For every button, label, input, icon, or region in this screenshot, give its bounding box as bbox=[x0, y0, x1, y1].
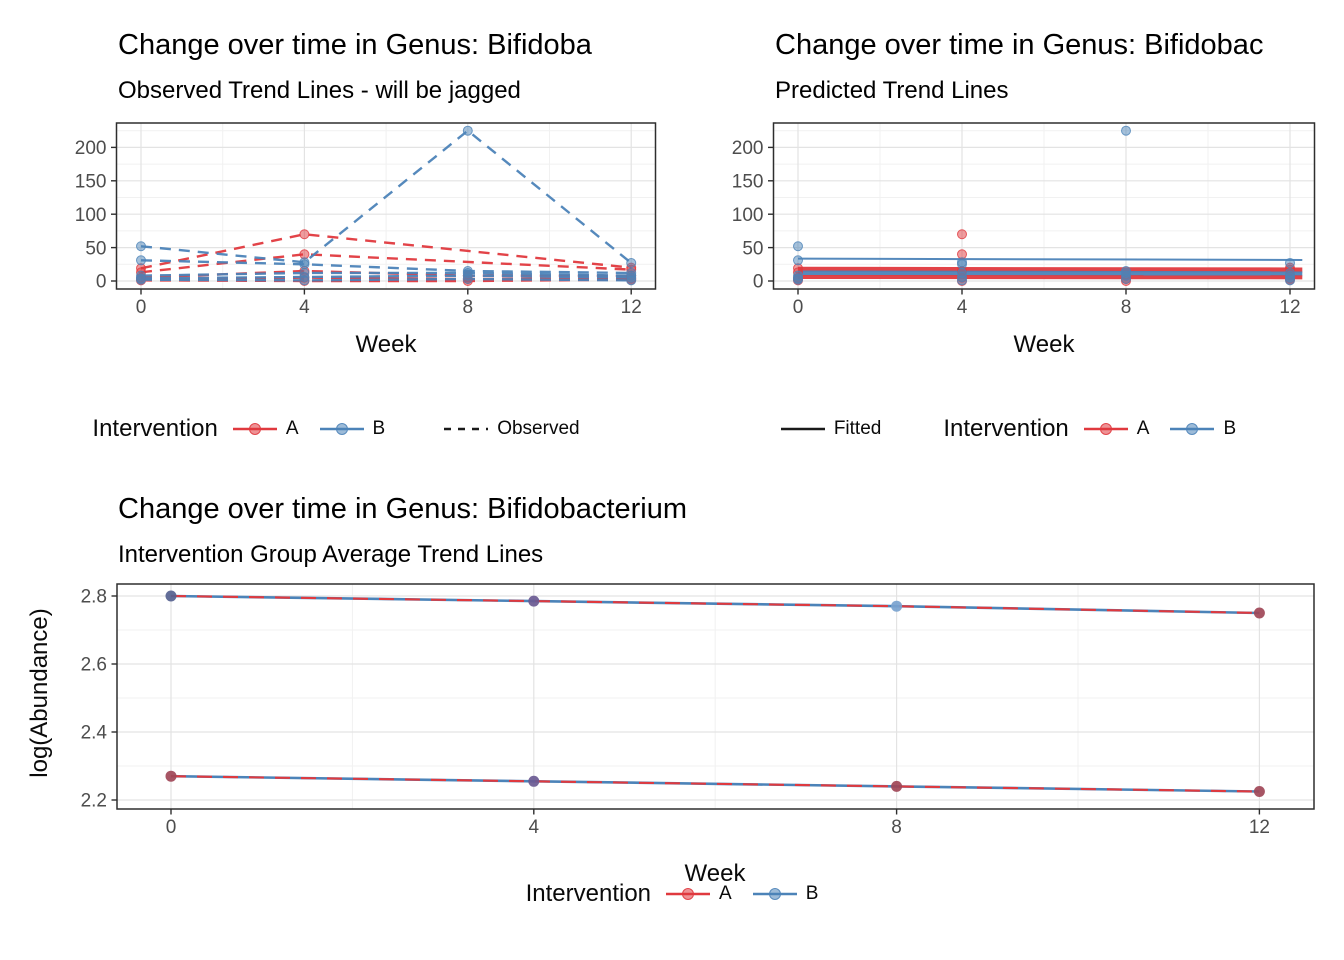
legend-label-a: A bbox=[719, 883, 732, 904]
legend-label-b: B bbox=[1223, 418, 1237, 439]
svg-text:4: 4 bbox=[957, 297, 968, 318]
average-chart-title: Change over time in Genus: Bifidobacteri… bbox=[118, 493, 688, 525]
svg-text:12: 12 bbox=[621, 297, 642, 318]
legend-item-b: B bbox=[752, 883, 819, 905]
average-chart-subtitle: Intervention Group Average Trend Lines bbox=[118, 541, 544, 568]
legend-item-a: A bbox=[665, 883, 732, 905]
legend-item-fitted: Fitted bbox=[780, 418, 882, 440]
svg-text:2.4: 2.4 bbox=[81, 723, 108, 744]
svg-text:8: 8 bbox=[463, 297, 474, 318]
svg-text:200: 200 bbox=[732, 138, 764, 159]
intervention-b-key-icon bbox=[1169, 418, 1215, 440]
average-chart-panel: 0 4 8 12 2.2 2.4 2.6 2.8 bbox=[81, 583, 1315, 838]
svg-text:2.2: 2.2 bbox=[81, 791, 107, 812]
legend-item-b: B bbox=[319, 418, 386, 440]
legend-label-a: A bbox=[1136, 418, 1150, 439]
intervention-b-key-icon bbox=[319, 418, 365, 440]
legend-label-b: B bbox=[805, 883, 819, 904]
svg-text:50: 50 bbox=[742, 238, 763, 259]
intervention-a-key-icon bbox=[1083, 418, 1129, 440]
legend-title-intervention: Intervention bbox=[525, 880, 652, 907]
observed-chart-title: Change over time in Genus: Bifidoba bbox=[118, 30, 592, 61]
observed-linetype-key-icon bbox=[443, 418, 489, 440]
legend-label-observed: Observed bbox=[497, 418, 580, 439]
svg-text:12: 12 bbox=[1249, 817, 1270, 838]
legend-title-intervention: Intervention bbox=[92, 415, 218, 442]
predicted-chart-subtitle: Predicted Trend Lines bbox=[775, 77, 1009, 104]
observed-chart-subtitle: Observed Trend Lines - will be jagged bbox=[118, 77, 521, 104]
svg-text:100: 100 bbox=[732, 205, 764, 226]
intervention-a-key-icon bbox=[665, 883, 711, 905]
svg-text:150: 150 bbox=[732, 171, 764, 192]
legend-item-a: A bbox=[1083, 418, 1150, 440]
average-x-axis-title: Week bbox=[684, 860, 746, 887]
legend-item-b: B bbox=[1169, 418, 1236, 440]
svg-text:50: 50 bbox=[85, 238, 106, 259]
svg-text:100: 100 bbox=[75, 205, 107, 226]
svg-text:2.8: 2.8 bbox=[81, 587, 107, 608]
predicted-chart-title: Change over time in Genus: Bifidobac bbox=[775, 30, 1264, 61]
svg-text:8: 8 bbox=[1121, 297, 1132, 318]
fitted-linetype-key-icon bbox=[780, 418, 826, 440]
svg-text:8: 8 bbox=[891, 817, 902, 838]
svg-text:0: 0 bbox=[166, 817, 177, 838]
svg-text:4: 4 bbox=[299, 297, 310, 318]
average-legend: Intervention A B bbox=[0, 877, 1344, 911]
svg-text:12: 12 bbox=[1279, 297, 1300, 318]
legend-label-a: A bbox=[285, 418, 299, 439]
legend-label-fitted: Fitted bbox=[833, 418, 882, 439]
observed-legend: Intervention A B Observed bbox=[0, 412, 672, 446]
legend-label-b: B bbox=[372, 418, 386, 439]
svg-text:4: 4 bbox=[529, 817, 540, 838]
svg-text:0: 0 bbox=[753, 272, 764, 293]
svg-text:150: 150 bbox=[75, 171, 107, 192]
svg-text:2.6: 2.6 bbox=[81, 655, 107, 676]
legend-item-observed: Observed bbox=[443, 418, 580, 440]
intervention-a-key-icon bbox=[232, 418, 278, 440]
legend-title-intervention: Intervention bbox=[943, 415, 1069, 442]
predicted-legend: Fitted Intervention A B bbox=[672, 412, 1344, 446]
observed-chart-panel: 0 4 8 12 0 50 100 150 200 bbox=[75, 122, 657, 318]
svg-text:200: 200 bbox=[75, 138, 107, 159]
svg-text:0: 0 bbox=[136, 297, 147, 318]
intervention-b-key-icon bbox=[752, 883, 798, 905]
legend-item-a: A bbox=[232, 418, 299, 440]
predicted-chart-panel: 0 4 8 12 0 50 100 150 200 bbox=[732, 122, 1316, 318]
svg-text:0: 0 bbox=[96, 272, 107, 293]
svg-text:0: 0 bbox=[793, 297, 804, 318]
observed-x-axis-title: Week bbox=[355, 331, 417, 358]
predicted-x-axis-title: Week bbox=[1013, 331, 1075, 358]
